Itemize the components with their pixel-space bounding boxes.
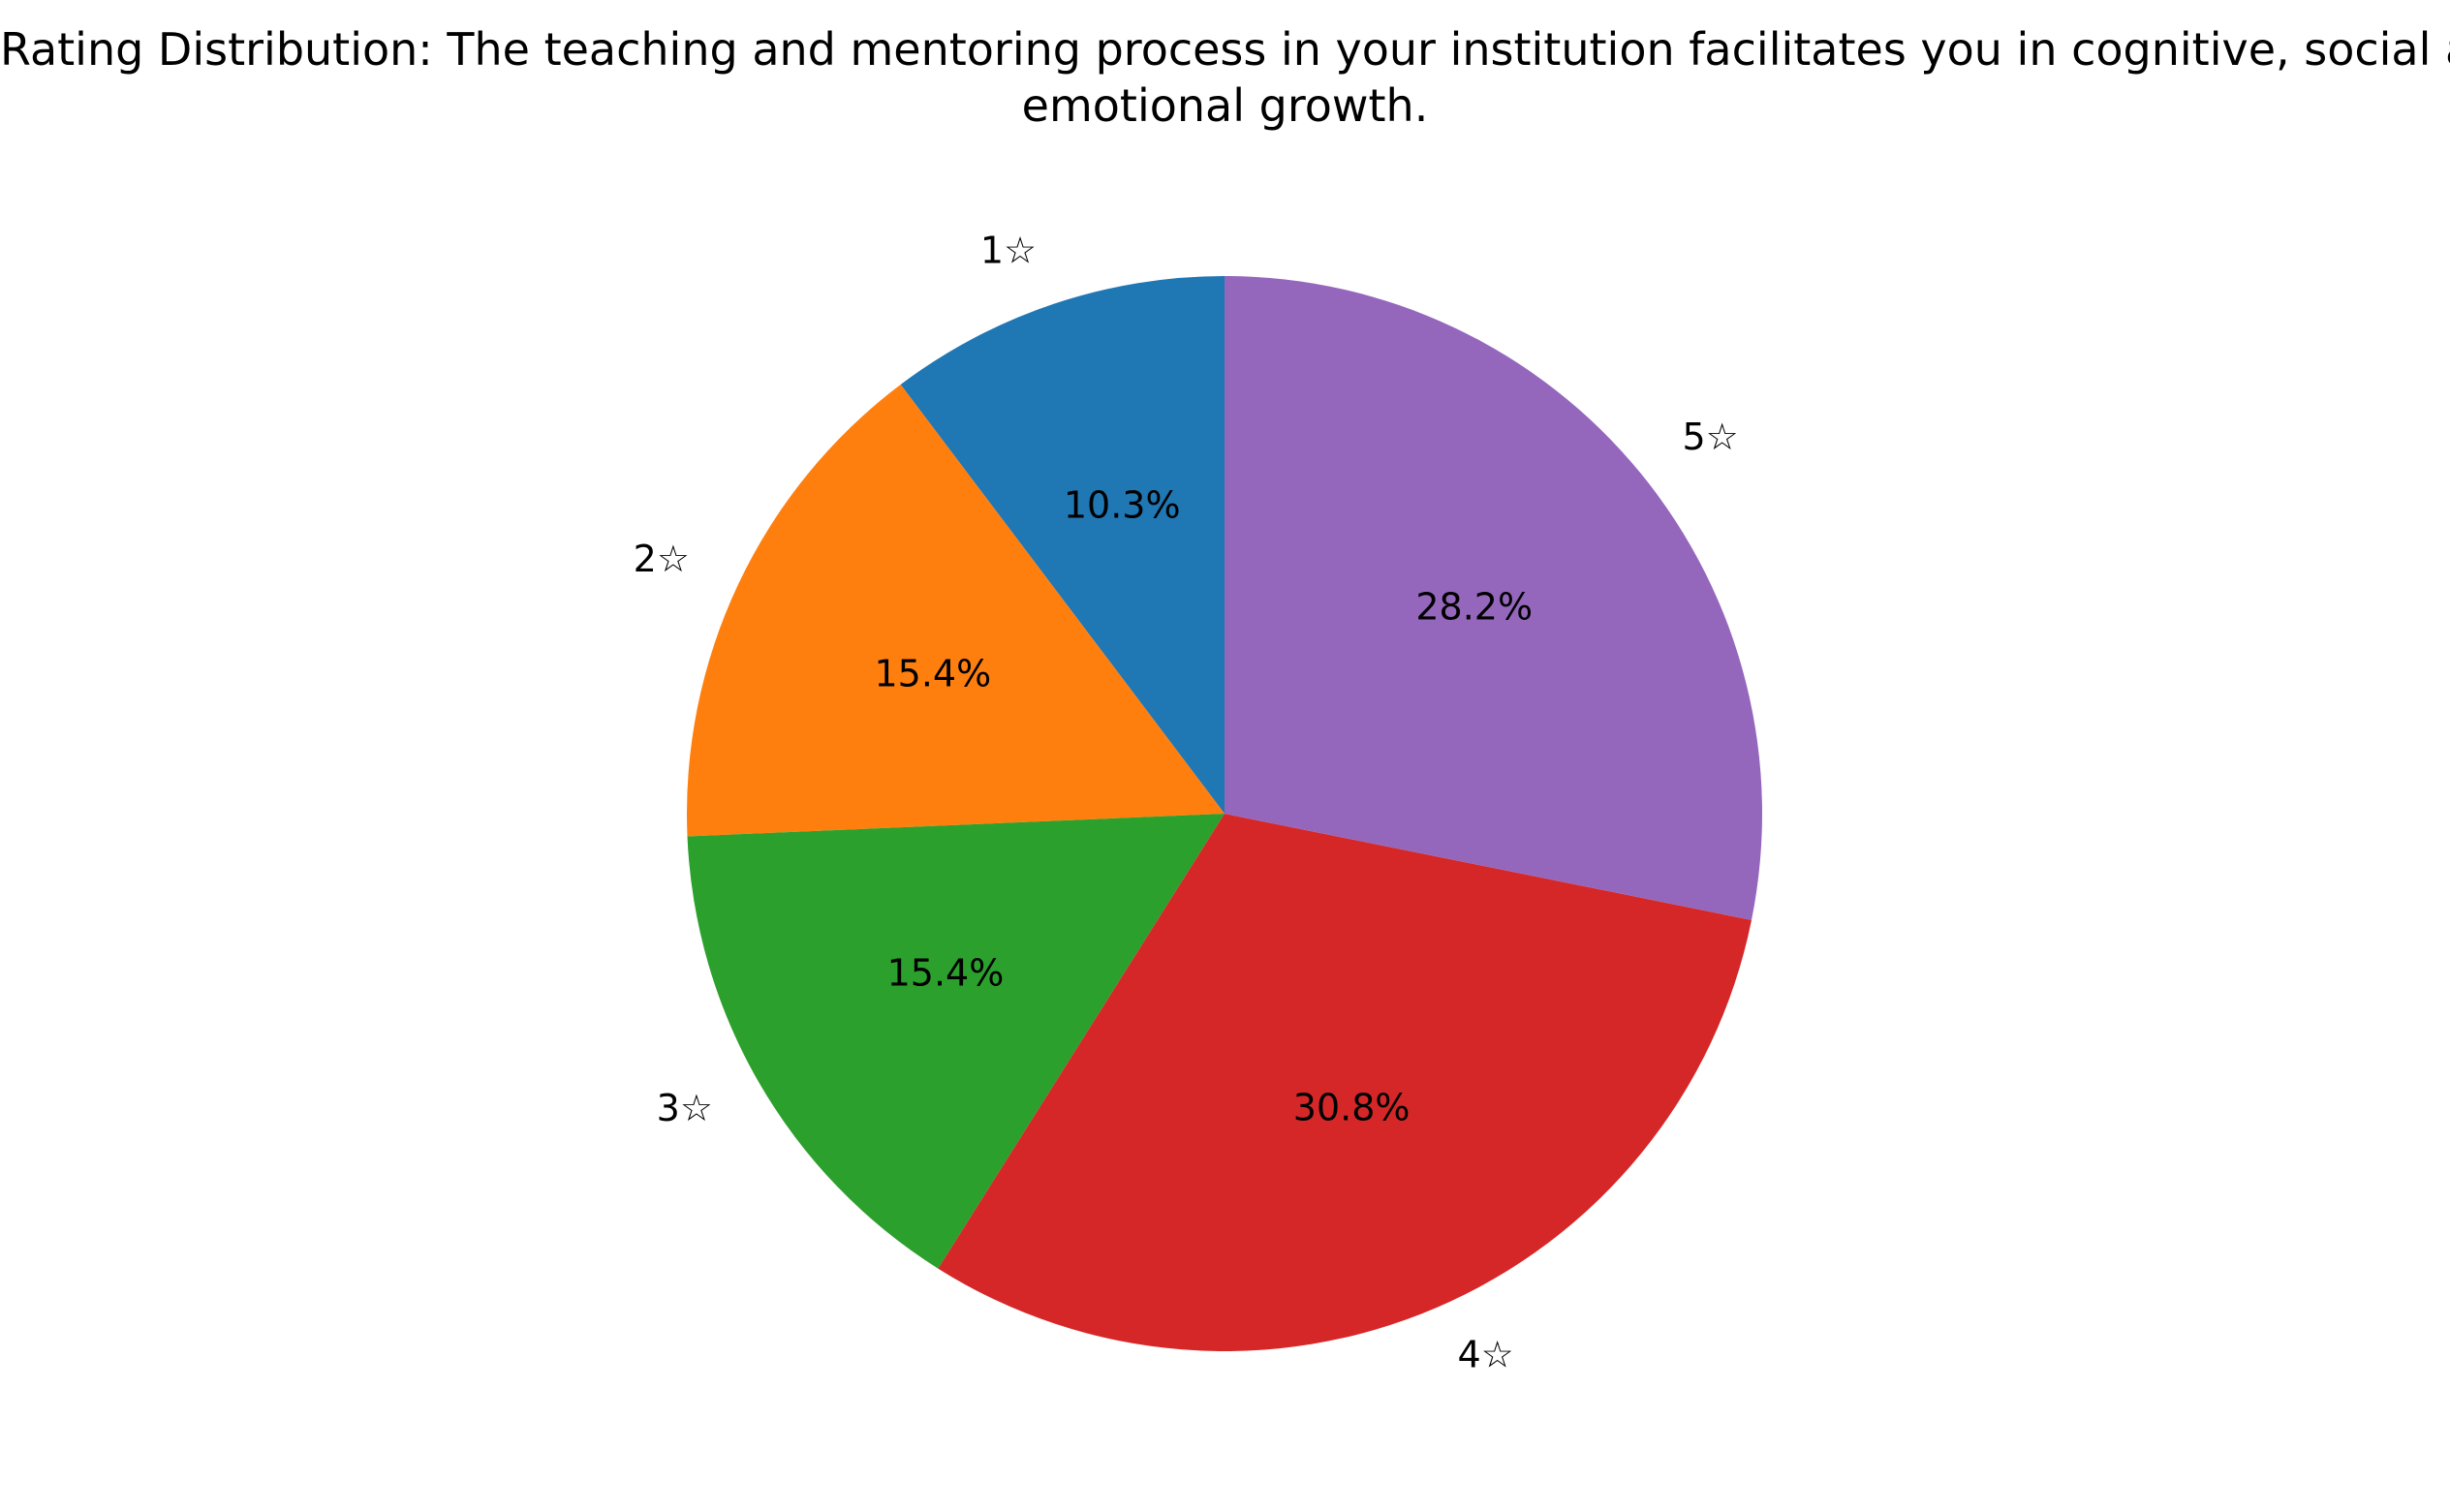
slice-label-1: 1☆	[980, 230, 1037, 272]
slice-percentage-2: 15.4%	[874, 652, 991, 694]
slice-percentage-5: 28.2%	[1415, 586, 1533, 629]
slice-label-3: 3☆	[657, 1087, 713, 1129]
pie-slices	[687, 275, 1762, 1351]
slice-label-4: 4☆	[1457, 1334, 1513, 1376]
slice-percentage-3: 15.4%	[887, 952, 1005, 995]
percentage-labels: 10.3% 15.4% 15.4% 30.8% 28.2%	[874, 484, 1533, 1129]
slice-label-2: 2☆	[634, 538, 690, 580]
pie-slice-5	[1225, 275, 1762, 920]
category-labels: 1☆ 2☆ 3☆ 4☆ 5☆	[634, 230, 1739, 1376]
slice-label-5: 5☆	[1682, 416, 1738, 458]
slice-percentage-4: 30.8%	[1293, 1087, 1411, 1129]
chart-title-line-1: Rating Distribution: The teaching and me…	[0, 23, 2450, 76]
slice-percentage-1: 10.3%	[1064, 484, 1181, 527]
pie-slice-4	[938, 814, 1752, 1351]
pie-slice-1	[900, 276, 1225, 814]
chart-title: Rating Distribution: The teaching and me…	[0, 21, 2450, 134]
pie-slice-3	[687, 814, 1225, 1269]
chart-title-line-2: emotional growth.	[1021, 79, 1429, 132]
pie-slice-2	[687, 385, 1225, 837]
